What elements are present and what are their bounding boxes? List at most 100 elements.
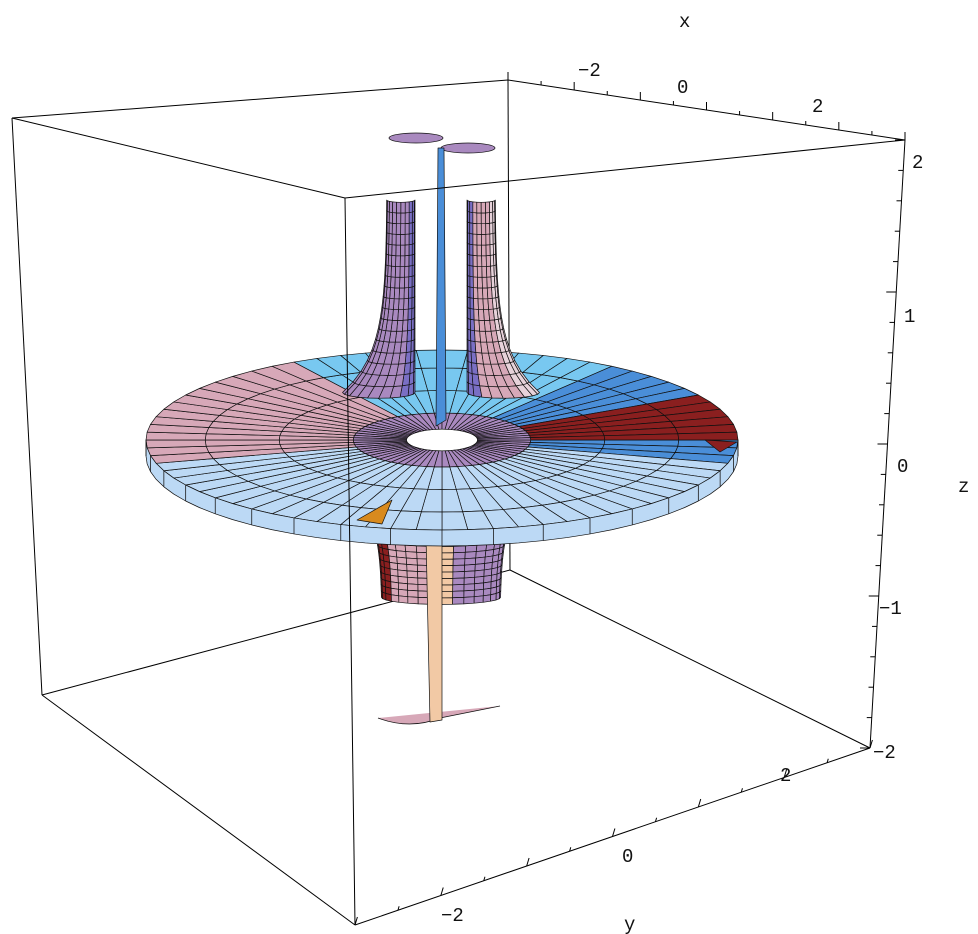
upper-funnel-left xyxy=(342,199,416,399)
upper-funnel-facet xyxy=(391,255,397,267)
upper-funnel-facet xyxy=(395,255,401,267)
upper-funnel-facet xyxy=(480,201,486,214)
z-tick-label: −1 xyxy=(879,598,902,620)
upper-funnel-facet xyxy=(476,201,482,214)
upper-funnel-seam xyxy=(435,147,447,427)
upper-funnel-facet xyxy=(403,297,409,310)
y-tick-mark xyxy=(440,887,444,896)
x-axis-ticks: −2 0 2 xyxy=(507,60,906,140)
box-edge xyxy=(344,197,356,926)
y-tick-mark xyxy=(826,758,829,763)
upper-funnel-facet xyxy=(408,211,413,224)
upper-funnel-facet xyxy=(399,276,405,289)
upper-funnel-facet xyxy=(485,212,491,224)
lower-funnel-facet xyxy=(406,570,419,579)
z-tick-label: 0 xyxy=(897,456,908,478)
upper-funnel-facet xyxy=(404,201,410,214)
y-tick-mark xyxy=(354,916,358,926)
lower-funnel-facet xyxy=(440,597,454,605)
lower-funnel-facet xyxy=(405,551,418,560)
upper-funnel-facet xyxy=(388,211,393,224)
upper-funnel-facet xyxy=(395,233,401,246)
lower-funnel-facet xyxy=(463,583,475,592)
upper-funnel-facet xyxy=(385,242,388,255)
lower-funnel-facet xyxy=(407,583,419,592)
upper-funnel-facet xyxy=(476,244,483,257)
upper-funnel-facet xyxy=(399,244,406,257)
upper-funnel-facet xyxy=(395,244,401,257)
y-tick-label: 2 xyxy=(780,765,791,787)
upper-funnel-facet xyxy=(495,253,498,266)
lower-funnel-facet xyxy=(398,595,409,604)
disk-facet xyxy=(677,431,739,441)
upper-funnel-facet xyxy=(400,212,406,225)
upper-funnel-facet xyxy=(404,212,410,224)
z-tick-label: −2 xyxy=(873,742,896,764)
lower-funnel-facet xyxy=(440,565,454,573)
lower-funnel-facet xyxy=(382,591,387,601)
upper-funnel-facet xyxy=(400,223,406,235)
lower-funnel-facet xyxy=(495,591,500,601)
lower-funnel-facet xyxy=(452,571,465,579)
lower-funnel-facet xyxy=(464,564,476,572)
upper-funnel-facet xyxy=(476,266,483,278)
upper-funnel-facet xyxy=(384,253,387,266)
upper-funnel-facet xyxy=(480,223,487,235)
upper-funnel-facet xyxy=(408,243,413,256)
upper-funnel-facet xyxy=(469,254,474,267)
lower-funnel-facet xyxy=(440,558,454,567)
lower-funnel-facet xyxy=(499,590,502,599)
upper-funnel-facet xyxy=(400,233,406,246)
z-axis-ticks: −2 −1 0 1 2 xyxy=(860,139,923,764)
upper-funnel-facet xyxy=(485,255,491,267)
y-tick-mark xyxy=(612,828,616,837)
upper-funnel-right xyxy=(466,199,540,399)
lower-funnel-facet xyxy=(482,594,492,603)
upper-funnel-facet xyxy=(391,233,397,246)
upper-funnel-facet xyxy=(399,266,406,278)
upper-funnel-facet xyxy=(395,223,402,235)
lower-funnel-facet xyxy=(464,544,478,553)
disk xyxy=(145,349,739,547)
y-tick-mark xyxy=(569,847,572,852)
upper-funnel-facet xyxy=(476,223,482,235)
upper-funnel-facet xyxy=(494,210,496,223)
upper-funnel-facet xyxy=(472,244,478,257)
upper-funnel-facet xyxy=(481,244,487,257)
lower-funnel-facet xyxy=(452,597,465,605)
lower-funnel-facet xyxy=(407,589,419,598)
upper-funnel-facet xyxy=(408,222,413,235)
y-tick-mark xyxy=(869,739,873,749)
box-edge xyxy=(41,694,356,926)
lower-funnel-facet xyxy=(407,596,419,605)
lower-funnel-facet xyxy=(464,551,477,560)
upper-funnel-top xyxy=(388,132,444,144)
upper-funnel-facet xyxy=(476,212,482,225)
lower-funnel-facet xyxy=(463,570,476,579)
upper-funnel-facet xyxy=(473,297,479,310)
upper-funnel-facet xyxy=(396,201,402,214)
upper-funnel-facet xyxy=(469,275,474,288)
upper-funnel-facet xyxy=(472,222,478,235)
box-edge xyxy=(11,117,43,696)
upper-funnel-facet xyxy=(494,199,496,212)
z-tick-label: 2 xyxy=(912,152,923,174)
upper-funnel-facet xyxy=(481,233,487,246)
upper-funnel-facet xyxy=(386,199,388,212)
upper-funnel-facet xyxy=(480,212,487,225)
lower-funnel-facet xyxy=(390,594,400,603)
y-tick-mark xyxy=(397,906,400,911)
lower-funnel-facet xyxy=(463,576,476,585)
x-tick-label: 2 xyxy=(812,96,823,118)
lower-funnel-facet xyxy=(452,590,465,599)
lower-funnel-facet xyxy=(464,557,477,566)
box-edge xyxy=(11,79,509,119)
upper-funnel-facet xyxy=(494,242,497,255)
upper-funnel-facet xyxy=(404,222,410,235)
lower-funnel-facet xyxy=(463,596,475,605)
upper-funnel-facet xyxy=(384,263,387,276)
upper-funnel-facet xyxy=(394,276,401,289)
box-edge xyxy=(11,117,346,199)
y-tick-mark xyxy=(526,857,530,867)
